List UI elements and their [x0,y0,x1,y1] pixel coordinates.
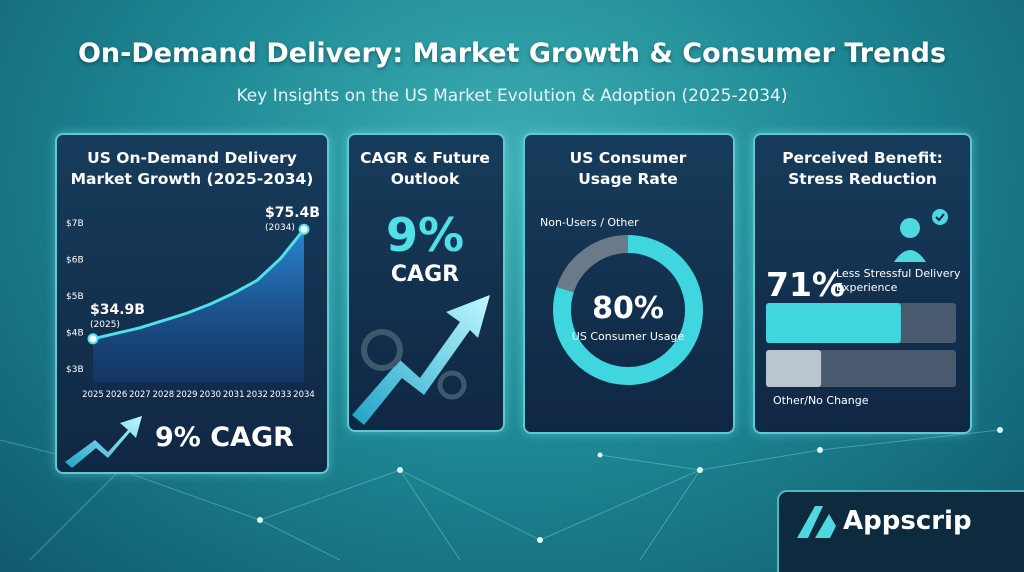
y-tick-label: $4B [66,329,84,339]
center-value: 80% [592,291,664,326]
annotation-note: (2025) [90,320,120,330]
area [93,229,304,383]
segment-label: Non-Users / Other [540,216,639,229]
page-subtitle: Key Insights on the US Market Evolution … [236,86,788,106]
gear-icon [361,329,403,371]
x-tick-label: 2031 [223,390,245,400]
gear-icon [437,370,467,400]
big-stat: 9% [385,208,465,262]
annotation: $34.9B [90,302,145,318]
bar [766,303,901,343]
value-label: 71% [766,265,845,304]
arrow-icon [352,295,490,425]
card-title: US On-Demand Delivery Market Growth (202… [70,149,314,188]
category-label: Less Stressful Delivery Experience [836,267,961,294]
y-tick-label: $3B [66,365,84,375]
brand-box [777,490,1024,572]
category-label: Other/No Change [773,394,869,407]
arrow-icon [65,416,142,468]
x-tick-label: 2025 [82,390,104,400]
brand-name: Appscrip [843,506,972,536]
card-title: CAGR & Future Outlook [360,149,490,188]
line [92,228,306,341]
x-tick-label: 2029 [176,390,198,400]
category-text: Less Stressful Delivery Experience [836,267,961,294]
y-tick-label: $7B [66,219,84,229]
annotation-note: (2034) [265,223,295,233]
x-tick-label: 2030 [199,390,221,400]
card-title: Perceived Benefit: Stress Reduction [782,149,943,188]
stat-caption: CAGR [390,262,460,287]
donut-segment [553,235,703,385]
point [298,223,310,235]
page-title: On-Demand Delivery: Market Growth & Cons… [77,38,947,69]
cagr-badge: 9% CAGR [155,422,294,453]
card-title: US Consumer Usage Rate [569,149,687,188]
point [87,333,99,345]
x-tick-label: 2032 [246,390,268,400]
y-tick-label: $6B [66,256,84,266]
x-tick-label: 2028 [153,390,175,400]
x-tick-label: 2026 [106,390,128,400]
x-tick-label: 2027 [129,390,151,400]
brand-logo [797,506,836,538]
bar [766,350,822,387]
x-tick-label: 2034 [293,390,315,400]
segment-label: US Consumer Usage [572,330,685,343]
donut-segment [556,235,629,293]
y-tick-label: $5B [66,292,84,302]
person-icon [894,209,948,262]
x-tick-label: 2033 [270,390,292,400]
annotation: $75.4B [265,205,320,221]
